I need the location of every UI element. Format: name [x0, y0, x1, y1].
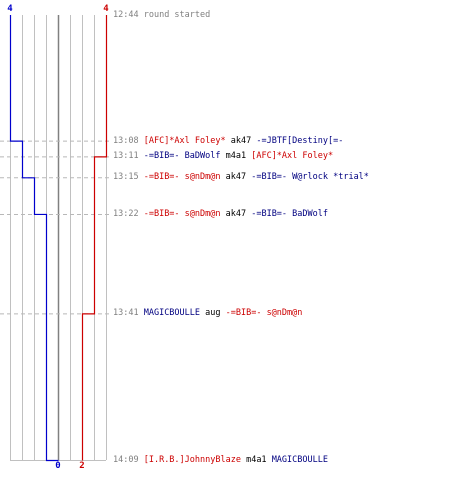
event-killer: [AFC]*Axl Foley*: [143, 135, 226, 146]
event-weapon: m4a1: [246, 455, 267, 465]
event-killer: -=BIB=- s@nDm@n: [143, 172, 221, 183]
event-row-round-start: 12:44 round started: [113, 9, 210, 21]
event-time: 13:15: [113, 172, 139, 183]
event-row: 13:08 [AFC]*Axl Foley* ak47 -=JBTF[Desti…: [113, 135, 343, 147]
event-time: 14:09: [113, 455, 139, 465]
event-row: 14:09 [I.R.B.]JohnnyBlaze m4a1 MAGICBOUL…: [113, 454, 328, 466]
event-row: 13:22 -=BIB=- s@nDm@n ak47 -=BIB=- BaDWo…: [113, 208, 328, 220]
series-end-label-red: 2: [79, 461, 84, 471]
event-killer: [I.R.B.]JohnnyBlaze: [143, 455, 241, 465]
event-victim: [AFC]*Axl Foley*: [251, 151, 334, 162]
series: [9, 15, 108, 462]
event-victim: MAGICBOULLE: [271, 455, 328, 465]
series-line-blue: [9, 15, 59, 462]
event-weapon: ak47: [225, 208, 247, 219]
series-start-label-blue: 4: [7, 4, 13, 14]
event-killer: MAGICBOULLE: [143, 308, 201, 319]
series-end-label-blue: 0: [55, 461, 60, 471]
grid: [10, 15, 107, 461]
event-weapon: aug: [205, 308, 221, 319]
event-row: 13:15 -=BIB=- s@nDm@n ak47 -=BIB=- W@rlo…: [113, 171, 369, 183]
event-time: 13:11: [113, 151, 139, 162]
event-killer: -=BIB=- BaDWolf: [143, 151, 221, 162]
event-weapon: ak47: [230, 135, 252, 146]
series-line-red: [81, 15, 108, 461]
event-row: 13:11 -=BIB=- BaDWolf m4a1 [AFC]*Axl Fol…: [113, 150, 333, 162]
event-time: 12:44: [113, 10, 139, 20]
series-start-label-red: 4: [103, 4, 109, 14]
event-weapon: ak47: [225, 172, 247, 183]
event-row: 13:41 MAGICBOULLE aug -=BIB=- s@nDm@n: [113, 307, 302, 319]
event-killer: -=BIB=- s@nDm@n: [143, 208, 221, 219]
event-victim: -=BIB=- BaDWolf: [251, 208, 328, 219]
event-time: 13:08: [113, 135, 139, 146]
event-time: 13:22: [113, 208, 139, 219]
event-weapon: m4a1: [225, 151, 247, 162]
event-victim: -=BIB=- W@rlock *trial*: [251, 172, 369, 183]
series-labels: 4 0 4 2: [7, 4, 109, 471]
event-victim: -=JBTF[Destiny[=-: [256, 135, 344, 146]
event-time: 13:41: [113, 308, 139, 319]
event-message: round started: [143, 10, 211, 20]
event-victim: -=BIB=- s@nDm@n: [225, 308, 303, 319]
